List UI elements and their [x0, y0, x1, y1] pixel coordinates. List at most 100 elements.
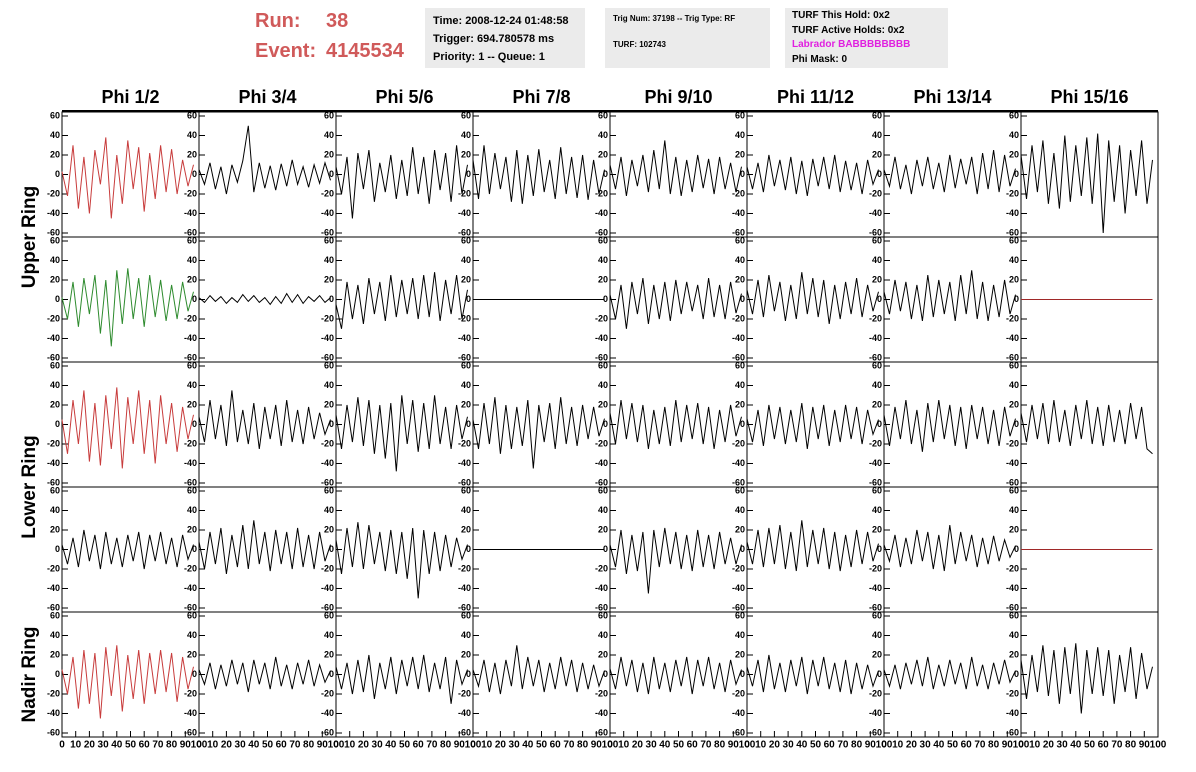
x-tick-label: 20 — [358, 740, 370, 751]
y-tick-label: 20 — [598, 274, 608, 284]
y-tick-label: 60 — [1009, 485, 1019, 495]
y-tick-label: -40 — [184, 708, 197, 718]
y-tick-label: 60 — [598, 360, 608, 370]
y-tick-label: -20 — [595, 313, 608, 323]
y-tick-label: 60 — [50, 610, 60, 620]
x-tick-label: 80 — [988, 740, 1000, 751]
x-tick-label: 80 — [1125, 740, 1137, 751]
y-tick-label: -40 — [1006, 708, 1019, 718]
y-tick-label: 60 — [872, 485, 882, 495]
info-line: TURF Active Holds: 0x2 — [792, 24, 905, 36]
y-tick-label: -40 — [47, 208, 60, 218]
x-tick-label: 40 — [111, 740, 123, 751]
y-tick-label: 0 — [329, 169, 334, 179]
y-tick-label: -60 — [184, 602, 197, 612]
x-tick-label: 100 — [602, 740, 619, 751]
y-tick-label: 0 — [603, 544, 608, 554]
y-tick-label: 20 — [461, 524, 471, 534]
y-tick-label: 20 — [1009, 274, 1019, 284]
y-tick-label: 20 — [50, 274, 60, 284]
x-tick-label: 80 — [714, 740, 726, 751]
x-tick-label: 70 — [289, 740, 301, 751]
y-tick-label: 40 — [187, 380, 197, 390]
y-tick-label: -60 — [458, 227, 471, 237]
x-tick-label: 100 — [1150, 740, 1167, 751]
x-tick-label: 20 — [1043, 740, 1055, 751]
waveform — [1020, 643, 1153, 714]
y-tick-label: 20 — [872, 649, 882, 659]
y-tick-label: 60 — [324, 485, 334, 495]
y-tick-label: 40 — [324, 255, 334, 265]
x-tick-label: 50 — [399, 740, 411, 751]
y-tick-label: -40 — [869, 208, 882, 218]
ring-label: Upper Ring — [19, 186, 40, 288]
y-tick-label: 0 — [877, 294, 882, 304]
x-tick-label: 60 — [1098, 740, 1110, 751]
run-number: 38 — [326, 10, 349, 32]
y-tick-label: 60 — [324, 360, 334, 370]
y-tick-label: -60 — [321, 352, 334, 362]
y-tick-label: 60 — [461, 235, 471, 245]
y-tick-label: 0 — [740, 544, 745, 554]
y-tick-label: 60 — [461, 110, 471, 120]
y-tick-label: 20 — [461, 399, 471, 409]
y-tick-label: 40 — [1009, 630, 1019, 640]
y-tick-label: 40 — [598, 255, 608, 265]
y-tick-label: -20 — [869, 313, 882, 323]
x-tick-label: 10 — [481, 740, 493, 751]
y-tick-label: -20 — [1006, 563, 1019, 573]
x-tick-label: 40 — [522, 740, 534, 751]
x-tick-label: 40 — [385, 740, 397, 751]
y-tick-label: 0 — [329, 544, 334, 554]
y-tick-label: 0 — [603, 294, 608, 304]
x-tick-label: 50 — [810, 740, 822, 751]
waveform — [61, 387, 194, 469]
x-tick-label: 50 — [673, 740, 685, 751]
y-tick-label: -40 — [595, 208, 608, 218]
y-tick-label: -60 — [1006, 727, 1019, 737]
x-tick-label: 0 — [59, 740, 65, 751]
y-tick-label: -40 — [47, 333, 60, 343]
y-tick-label: -20 — [458, 438, 471, 448]
y-tick-label: 20 — [872, 149, 882, 159]
y-tick-label: 40 — [324, 130, 334, 140]
waveform — [61, 137, 194, 219]
y-tick-label: 40 — [1009, 255, 1019, 265]
y-tick-label: -20 — [732, 438, 745, 448]
y-tick-label: -60 — [595, 477, 608, 487]
x-tick-label: 100 — [739, 740, 756, 751]
y-tick-label: 60 — [187, 610, 197, 620]
y-tick-label: 40 — [735, 255, 745, 265]
x-tick-label: 30 — [920, 740, 932, 751]
y-tick-label: -20 — [458, 688, 471, 698]
y-tick-label: 40 — [324, 380, 334, 390]
x-tick-label: 50 — [536, 740, 548, 751]
column-title: Phi 13/14 — [913, 87, 991, 107]
y-tick-label: 40 — [872, 130, 882, 140]
waveform — [335, 145, 468, 219]
y-tick-label: -40 — [595, 333, 608, 343]
y-tick-label: -40 — [458, 208, 471, 218]
y-tick-label: 0 — [877, 419, 882, 429]
y-tick-label: 60 — [461, 610, 471, 620]
y-tick-label: 0 — [740, 669, 745, 679]
y-tick-label: -20 — [595, 438, 608, 448]
y-tick-label: 20 — [735, 524, 745, 534]
waveform — [883, 270, 1016, 321]
y-tick-label: 40 — [735, 380, 745, 390]
y-tick-label: 40 — [872, 505, 882, 515]
y-tick-label: 20 — [187, 399, 197, 409]
y-tick-label: -40 — [47, 583, 60, 593]
y-tick-label: 0 — [55, 544, 60, 554]
waveform — [335, 654, 468, 704]
y-tick-label: -20 — [184, 688, 197, 698]
waveform — [61, 268, 194, 347]
y-tick-label: -60 — [321, 227, 334, 237]
y-tick-label: 20 — [598, 524, 608, 534]
x-tick-label: 20 — [906, 740, 918, 751]
y-tick-label: -40 — [321, 708, 334, 718]
panel-frame — [335, 486, 474, 613]
x-tick-label: 40 — [248, 740, 260, 751]
y-tick-label: -40 — [869, 583, 882, 593]
info-line: Phi Mask: 0 — [792, 53, 848, 65]
